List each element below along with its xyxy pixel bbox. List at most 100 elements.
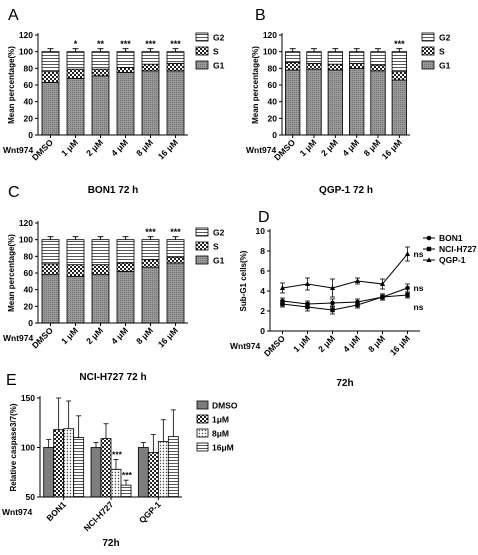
series-line-2	[282, 253, 408, 289]
x-tick-label: NCI-H727	[82, 499, 116, 533]
y-tick-label: 40	[24, 285, 34, 295]
x-tick-label: 16 μM	[156, 137, 180, 161]
legend-label: 1μM	[212, 415, 229, 425]
bar-segment-g1	[327, 69, 343, 136]
significance-marker: ***	[120, 39, 131, 49]
y-tick-label: 20	[268, 113, 278, 123]
legend-label: S	[213, 242, 219, 252]
bar-segment-g2	[285, 51, 301, 63]
legend-swatch	[196, 414, 209, 424]
bar-segment-g2	[391, 51, 407, 73]
bar	[157, 441, 169, 498]
y-tick-label: 6	[260, 266, 265, 276]
x-tick-label: 16 μM	[388, 333, 412, 357]
y-tick-label: 120	[19, 30, 33, 40]
bar-segment-s	[66, 68, 85, 79]
legend-label: 16μM	[212, 443, 234, 453]
x-tick-label: 1 μM	[59, 137, 80, 158]
bar-segment-s	[91, 68, 110, 77]
y-tick-label: 10	[256, 226, 266, 236]
bar-segment-g2	[141, 239, 160, 261]
bar	[137, 447, 149, 498]
bar-segment-g2	[166, 239, 185, 258]
legend-swatch-g2	[195, 32, 209, 42]
x-tick-label: 2 μM	[84, 325, 105, 346]
bar-segment-s	[116, 67, 135, 73]
x-tick-label: 2 μM	[84, 137, 105, 158]
y-tick-label: 40	[268, 97, 278, 107]
significance-marker: ***	[112, 449, 123, 459]
bar	[90, 447, 102, 498]
bar-segment-g1	[349, 67, 365, 136]
x-tick-label: 1 μM	[298, 137, 319, 158]
end-label: ns	[414, 302, 424, 312]
y-tick-label: 4	[260, 286, 265, 296]
x-tick-label: 8 μM	[366, 333, 387, 354]
legend-label: 8μM	[212, 429, 229, 439]
bar-segment-s	[391, 71, 407, 81]
bar-segment-s	[91, 264, 110, 276]
y-tick-label: 100	[19, 47, 33, 57]
bar-segment-g2	[349, 51, 365, 64]
legend-swatch-g1	[195, 60, 209, 70]
legend-swatch-s	[195, 46, 209, 56]
x-group-label: Wnt974	[3, 145, 34, 155]
y-tick-label: 0	[272, 130, 277, 140]
legend-label: G2	[213, 33, 225, 43]
legend-swatch-s	[421, 46, 435, 56]
bar	[43, 447, 55, 498]
data-point	[329, 285, 336, 290]
panel-letter: D	[258, 209, 270, 226]
panel-d: D 0 2 4 6 8 10 Sub-G1 cells(%) ns BON1 ns NCI-H727 n…	[230, 209, 477, 389]
legend-label: NCI-H727	[439, 244, 477, 254]
y-tick-label: 100	[19, 235, 33, 245]
bar	[167, 436, 179, 498]
legend-label: G1	[213, 256, 225, 266]
legend-label: BON1	[439, 233, 463, 243]
chart-title: NCI-H727 72 h	[79, 372, 146, 383]
legend-swatch-g1	[421, 60, 435, 70]
bar-segment-g1	[91, 274, 110, 324]
data-point	[280, 301, 285, 307]
y-tick-label: 120	[19, 218, 33, 228]
bar-segment-g2	[327, 51, 343, 65]
bar	[63, 428, 75, 498]
bar-segment-s	[327, 63, 343, 71]
y-tick-label: 100	[263, 47, 277, 57]
bar-segment-g1	[66, 77, 85, 136]
bar-segment-g1	[285, 69, 301, 136]
y-axis-title: Mean percentage(%)	[7, 234, 16, 312]
legend-swatch	[196, 442, 209, 452]
legend-label: G1	[439, 61, 451, 71]
x-tick-label: QGP-1	[137, 499, 163, 525]
bar-segment-g1	[306, 68, 322, 136]
chart-title: QGP-1 72 h	[319, 185, 373, 196]
legend-swatch-g2	[195, 227, 209, 237]
x-group-label: Wnt974	[246, 145, 277, 155]
x-tick-label: DMSO	[30, 137, 55, 162]
data-point	[355, 302, 360, 308]
bar-segment-g2	[370, 51, 386, 66]
y-tick-label: 60	[24, 268, 34, 278]
legend-label: DMSO	[212, 401, 238, 411]
bar-segment-s	[41, 263, 60, 276]
data-point	[405, 292, 410, 298]
x-tick-label: 2 μM	[316, 333, 337, 354]
y-axis-title: Relative caspase3/7(%)	[9, 403, 18, 491]
bar-segment-s	[166, 62, 185, 72]
bar-segment-g2	[41, 239, 60, 265]
panel-letter: E	[6, 372, 17, 389]
significance-marker: ***	[170, 227, 181, 237]
chart-title: 72h	[102, 538, 119, 549]
bar-segment-g1	[166, 262, 185, 324]
y-tick-label: 40	[24, 97, 34, 107]
bar-segment-g2	[166, 51, 185, 64]
y-tick-label: 50	[26, 492, 36, 502]
bar-segment-g2	[306, 51, 322, 64]
legend-swatch	[196, 428, 209, 438]
panel-letter: A	[8, 7, 19, 24]
bar-segment-g1	[141, 70, 160, 136]
panel-letter: B	[255, 7, 266, 24]
y-axis-title: Mean percentage(%)	[7, 46, 16, 124]
